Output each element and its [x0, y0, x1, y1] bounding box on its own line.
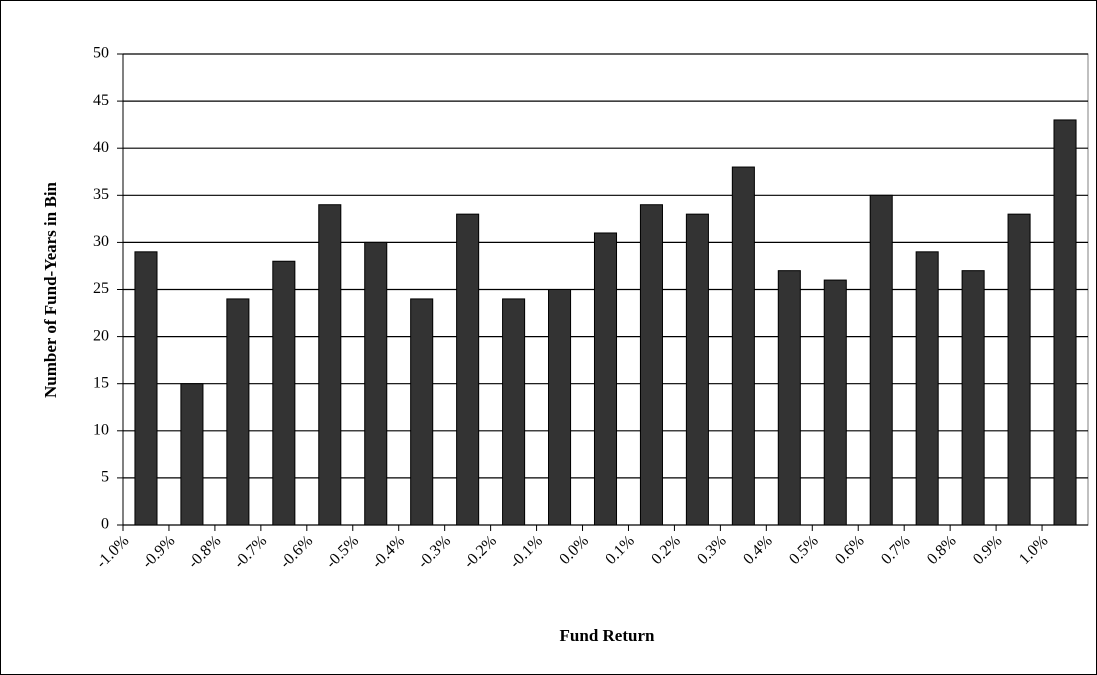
bar: [272, 260, 296, 526]
bar: [456, 213, 480, 526]
bar: [777, 270, 801, 526]
y-tick-label: 30: [93, 233, 109, 250]
y-tick-label: 50: [93, 45, 109, 62]
bar: [639, 204, 663, 526]
x-axis-label: Fund Return: [560, 626, 655, 645]
bar: [318, 204, 342, 526]
bar: [1053, 119, 1077, 526]
y-tick-label: 0: [101, 516, 109, 533]
bar: [869, 194, 893, 526]
bar: [823, 279, 847, 526]
bar: [226, 298, 250, 526]
bar: [1007, 213, 1031, 526]
bar: [134, 251, 158, 526]
y-axis-label: Number of Fund-Years in Bin: [41, 181, 60, 398]
y-tick-label: 10: [93, 421, 109, 438]
y-tick-label: 25: [93, 280, 109, 297]
y-tick-label: 20: [93, 327, 109, 344]
bar: [364, 241, 388, 526]
bar: [685, 213, 709, 526]
bar: [915, 251, 939, 526]
y-tick-label: 35: [93, 186, 109, 203]
y-tick-label: 15: [93, 374, 109, 391]
bar: [961, 270, 985, 526]
bar: [548, 289, 572, 526]
y-tick-label: 40: [93, 139, 109, 156]
y-tick-label: 45: [93, 92, 109, 109]
y-tick-label: 5: [101, 469, 109, 486]
bar: [731, 166, 755, 526]
bar: [180, 383, 204, 526]
bar: [593, 232, 618, 526]
bar: [410, 298, 434, 526]
bar: [502, 298, 526, 526]
